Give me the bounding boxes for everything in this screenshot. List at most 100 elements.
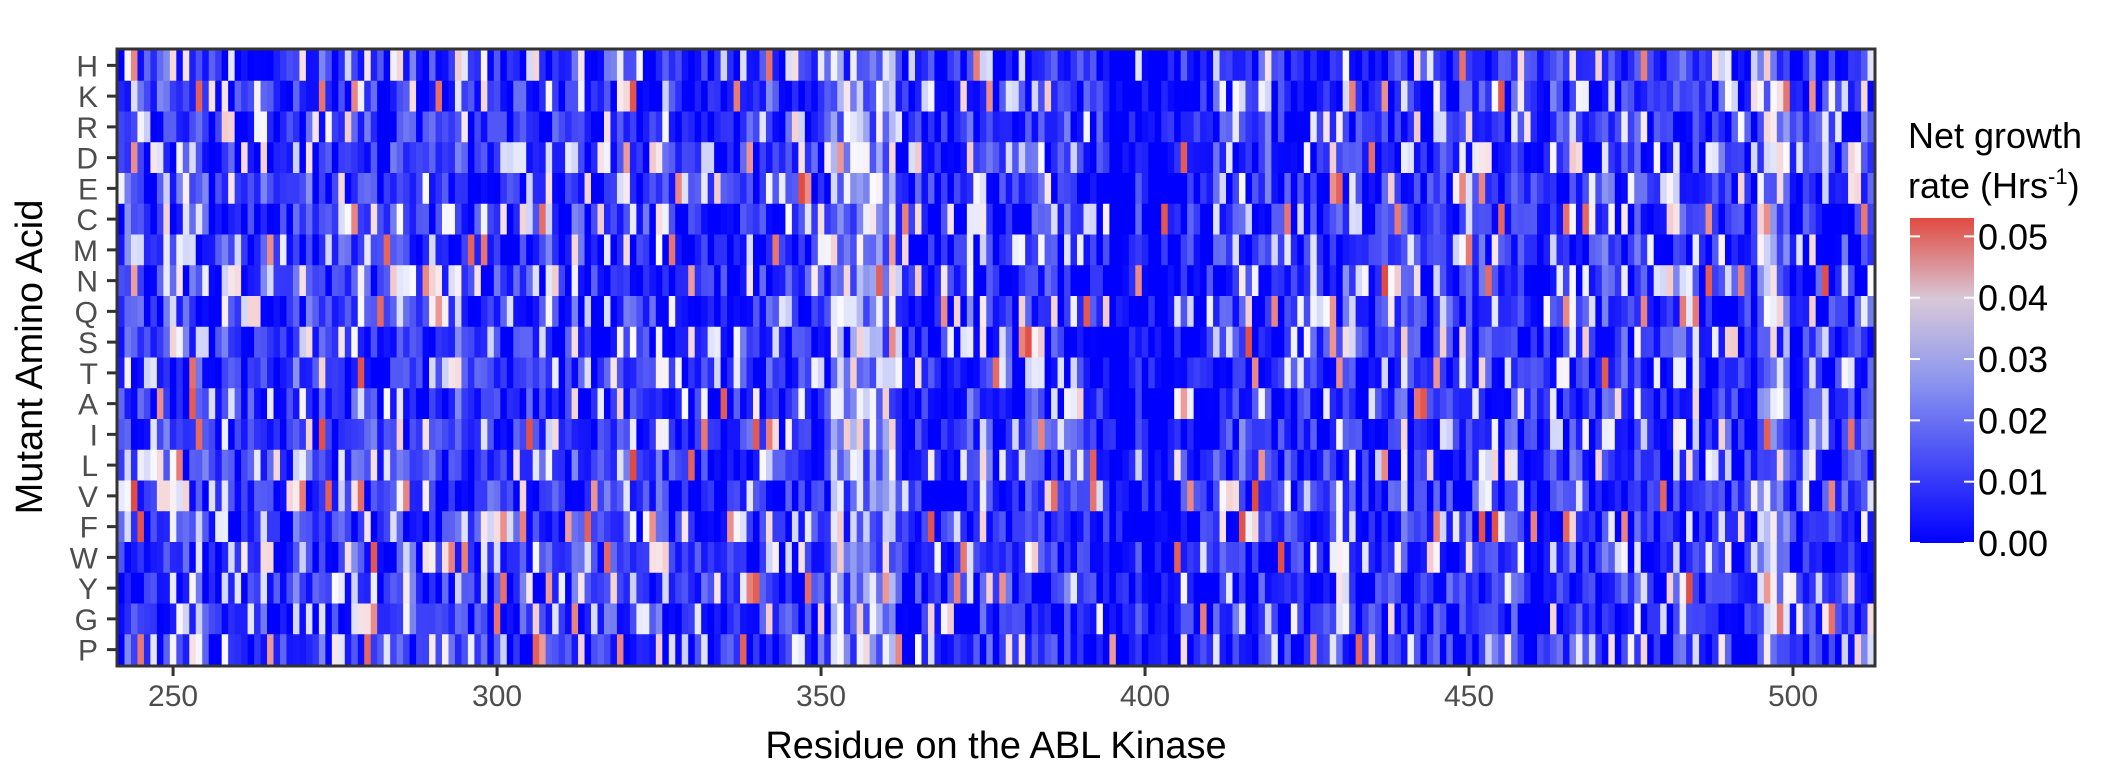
heatmap-cell	[915, 480, 923, 512]
heatmap-cell	[1135, 542, 1143, 574]
heatmap-cell	[137, 296, 145, 328]
heatmap-cell	[176, 203, 184, 236]
heatmap-cell	[1102, 80, 1110, 113]
heatmap-cell	[597, 203, 605, 236]
heatmap-cell	[1180, 296, 1188, 328]
heatmap-cell	[1057, 296, 1065, 328]
heatmap-cell	[1796, 419, 1804, 451]
heatmap-cell	[1692, 296, 1700, 328]
heatmap-cell	[1277, 80, 1285, 113]
heatmap-cell	[1394, 572, 1402, 605]
heatmap-cell	[1051, 542, 1059, 574]
heatmap-cell	[247, 572, 255, 605]
heatmap-cell	[1426, 511, 1434, 543]
heatmap-cell	[416, 326, 424, 359]
heatmap-cell	[143, 80, 151, 113]
heatmap-cell	[960, 357, 968, 389]
heatmap-cell	[1342, 480, 1350, 512]
heatmap-cell	[331, 111, 339, 143]
heatmap-cell	[1841, 111, 1849, 143]
heatmap-cell	[1673, 296, 1681, 328]
heatmap-cell	[396, 326, 404, 359]
heatmap-cell	[1569, 111, 1577, 143]
heatmap-cell	[830, 480, 838, 512]
heatmap-cell	[979, 80, 987, 113]
heatmap-cell	[791, 511, 799, 543]
heatmap-cell	[1776, 80, 1784, 113]
heatmap-cell	[882, 111, 890, 143]
heatmap-cell	[1388, 80, 1396, 113]
heatmap-cell	[1219, 326, 1227, 359]
heatmap-cell	[1297, 50, 1305, 82]
heatmap-cell	[785, 142, 793, 174]
heatmap-cell	[318, 80, 326, 113]
heatmap-cell	[1232, 111, 1240, 143]
heatmap-cell	[202, 388, 210, 420]
heatmap-cell	[1064, 296, 1072, 328]
heatmap-cell	[863, 173, 871, 205]
heatmap-cell	[765, 603, 774, 635]
heatmap-cell	[1362, 326, 1370, 359]
heatmap-cell	[1582, 111, 1590, 143]
heatmap-cell	[500, 203, 508, 236]
heatmap-cell	[241, 326, 249, 359]
heatmap-cell	[1258, 357, 1266, 389]
heatmap-cell	[137, 388, 145, 420]
heatmap-cell	[1530, 173, 1538, 205]
heatmap-cell	[1077, 142, 1085, 174]
heatmap-cell	[1336, 203, 1344, 236]
heatmap-cell	[312, 111, 320, 143]
heatmap-cell	[526, 142, 534, 174]
heatmap-cell	[927, 357, 936, 389]
heatmap-cell	[1394, 326, 1402, 359]
heatmap-cell	[1822, 234, 1830, 266]
heatmap-cell	[1524, 326, 1532, 359]
heatmap-cell	[202, 296, 210, 328]
heatmap-cell	[1031, 542, 1039, 574]
heatmap-cell	[740, 449, 748, 482]
heatmap-cell	[305, 234, 313, 266]
heatmap-cell	[448, 480, 456, 512]
heatmap-cell	[1394, 388, 1402, 420]
heatmap-cell	[137, 173, 145, 205]
heatmap-cell	[448, 449, 456, 482]
heatmap-cell	[1154, 142, 1162, 174]
heatmap-cell	[837, 173, 845, 205]
heatmap-cell	[720, 296, 728, 328]
heatmap-cell	[1089, 80, 1098, 113]
heatmap-cell	[1556, 203, 1564, 236]
heatmap-cell	[571, 542, 579, 574]
heatmap-cell	[811, 388, 819, 420]
heatmap-cell	[603, 80, 612, 113]
heatmap-cell	[305, 419, 313, 451]
heatmap-cell	[396, 142, 404, 174]
heatmap-cell	[1375, 142, 1383, 174]
heatmap-cell	[1439, 449, 1447, 482]
heatmap-cell	[895, 142, 903, 174]
heatmap-cell	[895, 419, 903, 451]
heatmap-cell	[1848, 449, 1856, 482]
heatmap-cell	[1433, 572, 1441, 605]
heatmap-cell	[740, 388, 748, 420]
heatmap-cell	[850, 388, 858, 420]
heatmap-cell	[1245, 296, 1253, 328]
heatmap-cell	[1588, 480, 1596, 512]
heatmap-cell	[1796, 234, 1804, 266]
heatmap-cell	[1012, 50, 1020, 82]
heatmap-cell	[1413, 142, 1422, 174]
heatmap-cell	[1588, 388, 1596, 420]
heatmap-cell	[409, 603, 417, 635]
heatmap-cell	[539, 511, 547, 543]
heatmap-cell	[137, 449, 145, 482]
heatmap-cell	[1647, 480, 1655, 512]
heatmap-cell	[1809, 572, 1817, 605]
heatmap-cell	[429, 296, 437, 328]
heatmap-cell	[1349, 234, 1357, 266]
heatmap-cell	[396, 480, 404, 512]
heatmap-cell	[1433, 203, 1441, 236]
heatmap-cell	[1141, 511, 1149, 543]
heatmap-cell	[1018, 449, 1026, 482]
heatmap-cell	[740, 542, 748, 574]
heatmap-cell	[1303, 265, 1311, 297]
heatmap-cell	[1770, 296, 1778, 328]
